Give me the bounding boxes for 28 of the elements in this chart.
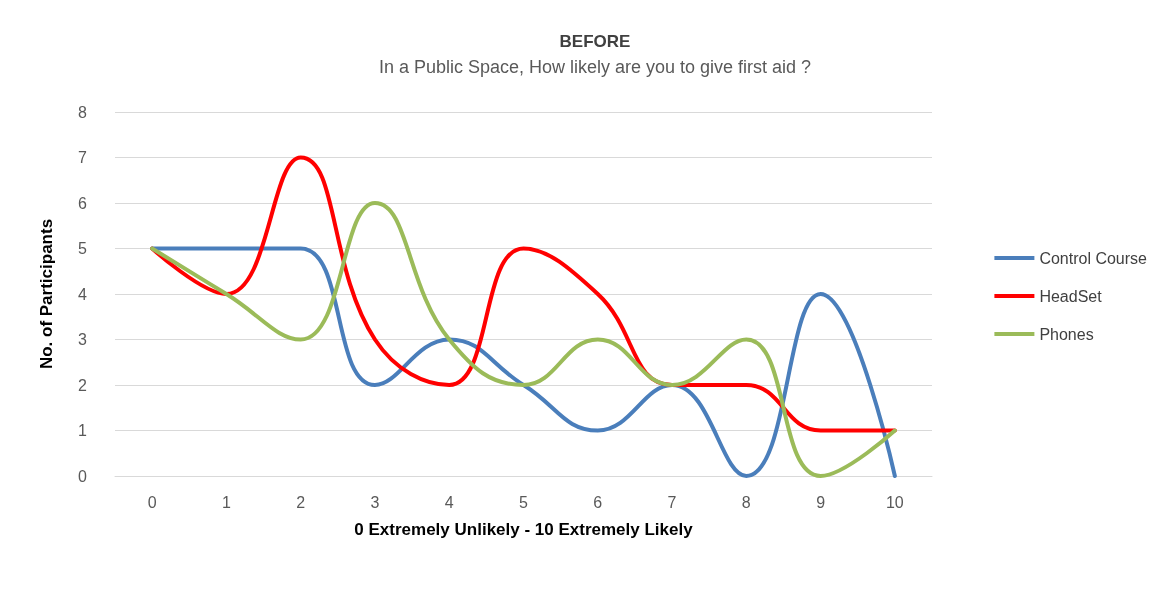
y-tick-label: 5 bbox=[78, 240, 88, 257]
x-tick-label: 6 bbox=[593, 493, 603, 511]
x-tick-label: 0 bbox=[147, 493, 157, 511]
legend-label: HeadSet bbox=[1039, 287, 1103, 305]
y-tick-label: 3 bbox=[78, 331, 88, 348]
y-tick-label: 2 bbox=[78, 376, 88, 394]
y-tick-label: 1 bbox=[78, 422, 88, 439]
x-tick-label: 2 bbox=[296, 493, 306, 511]
legend-label: Phones bbox=[1039, 325, 1094, 343]
y-axis-title: No. of Participants bbox=[37, 218, 56, 370]
x-tick-label: 5 bbox=[519, 493, 529, 511]
chart-title: BEFORE bbox=[559, 32, 631, 51]
x-axis-title: 0 Extremely Unlikely - 10 Extremely Likely bbox=[354, 520, 694, 539]
y-tick-label: 7 bbox=[78, 149, 88, 166]
x-tick-label: 4 bbox=[444, 493, 454, 511]
y-tick-label: 4 bbox=[78, 285, 88, 303]
x-tick-label: 8 bbox=[741, 493, 751, 511]
x-tick-label: 9 bbox=[816, 493, 826, 511]
y-tick-label: 0 bbox=[78, 467, 88, 485]
x-tick-label: 10 bbox=[885, 493, 904, 511]
line-series bbox=[150, 201, 897, 478]
y-tick-label: 6 bbox=[78, 194, 88, 212]
legend-label: Control Course bbox=[1039, 249, 1148, 267]
chart-subtitle: In a Public Space, How likely are you to give first aid ? bbox=[378, 57, 812, 77]
x-tick-label: 3 bbox=[370, 493, 380, 511]
y-tick-label: 8 bbox=[78, 103, 88, 121]
x-tick-label: 7 bbox=[667, 493, 677, 511]
x-tick-label: 1 bbox=[221, 493, 231, 511]
